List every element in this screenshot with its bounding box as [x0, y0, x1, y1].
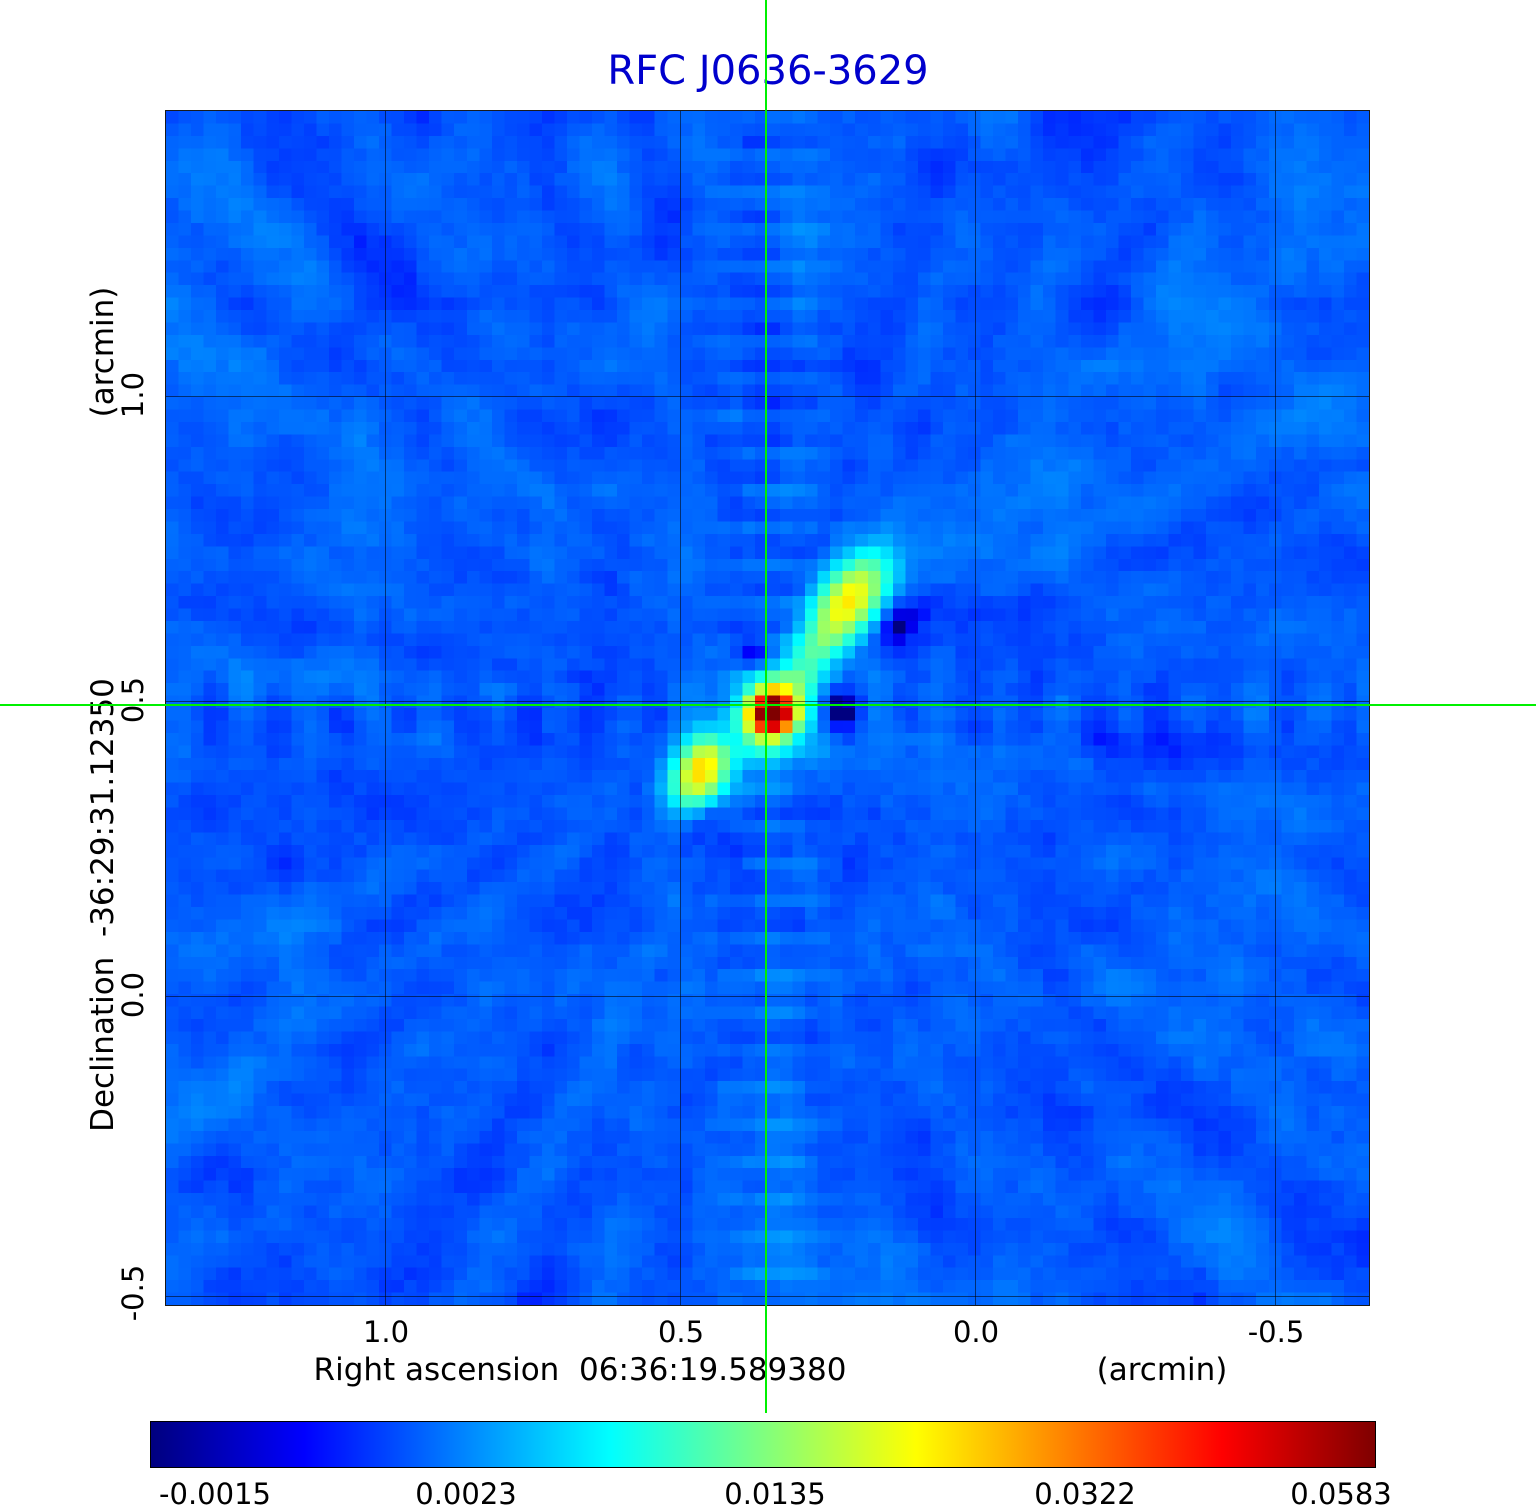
crosshair-vertical-line: [765, 0, 767, 1413]
colorbar-tick-label: 0.0583: [1290, 1477, 1392, 1511]
grid-line-vertical: [975, 111, 976, 1305]
x-tick-label: 1.0: [362, 1315, 410, 1349]
y-axis-label: Declination -36:29:31.12350: [85, 678, 121, 1132]
x-tick-label: -0.5: [1247, 1315, 1305, 1349]
crosshair-horizontal-line: [0, 704, 1536, 706]
y-tick-label: 1.0: [116, 371, 150, 419]
chart-title: RFC J0636-3629: [607, 48, 929, 94]
colorbar-gradient: [151, 1422, 1375, 1467]
colorbar-tick-label: -0.0015: [159, 1477, 271, 1511]
x-tick-label: 0.5: [657, 1315, 705, 1349]
colorbar-tick-label: 0.0023: [415, 1477, 517, 1511]
x-axis-label: Right ascension 06:36:19.589380: [313, 1352, 847, 1388]
colorbar-tick-label: 0.0322: [1034, 1477, 1136, 1511]
radio-map-canvas: [166, 111, 1369, 1305]
grid-line-vertical: [680, 111, 681, 1305]
grid-line-horizontal: [166, 701, 1369, 702]
colorbar: [150, 1421, 1376, 1468]
y-tick-label: 0.0: [116, 971, 150, 1019]
grid-line-vertical: [1275, 111, 1276, 1305]
colorbar-tick-label: 0.0135: [724, 1477, 826, 1511]
grid-line-vertical: [385, 111, 386, 1305]
grid-line-horizontal: [166, 396, 1369, 397]
plot-area: [165, 110, 1370, 1306]
grid-line-horizontal: [166, 996, 1369, 997]
x-tick-label: 0.0: [952, 1315, 1000, 1349]
y-tick-label: 0.5: [116, 676, 150, 724]
grid-line-horizontal: [166, 1296, 1369, 1297]
y-tick-label: -0.5: [116, 1264, 150, 1322]
x-axis-unit-label: (arcmin): [1096, 1352, 1228, 1388]
